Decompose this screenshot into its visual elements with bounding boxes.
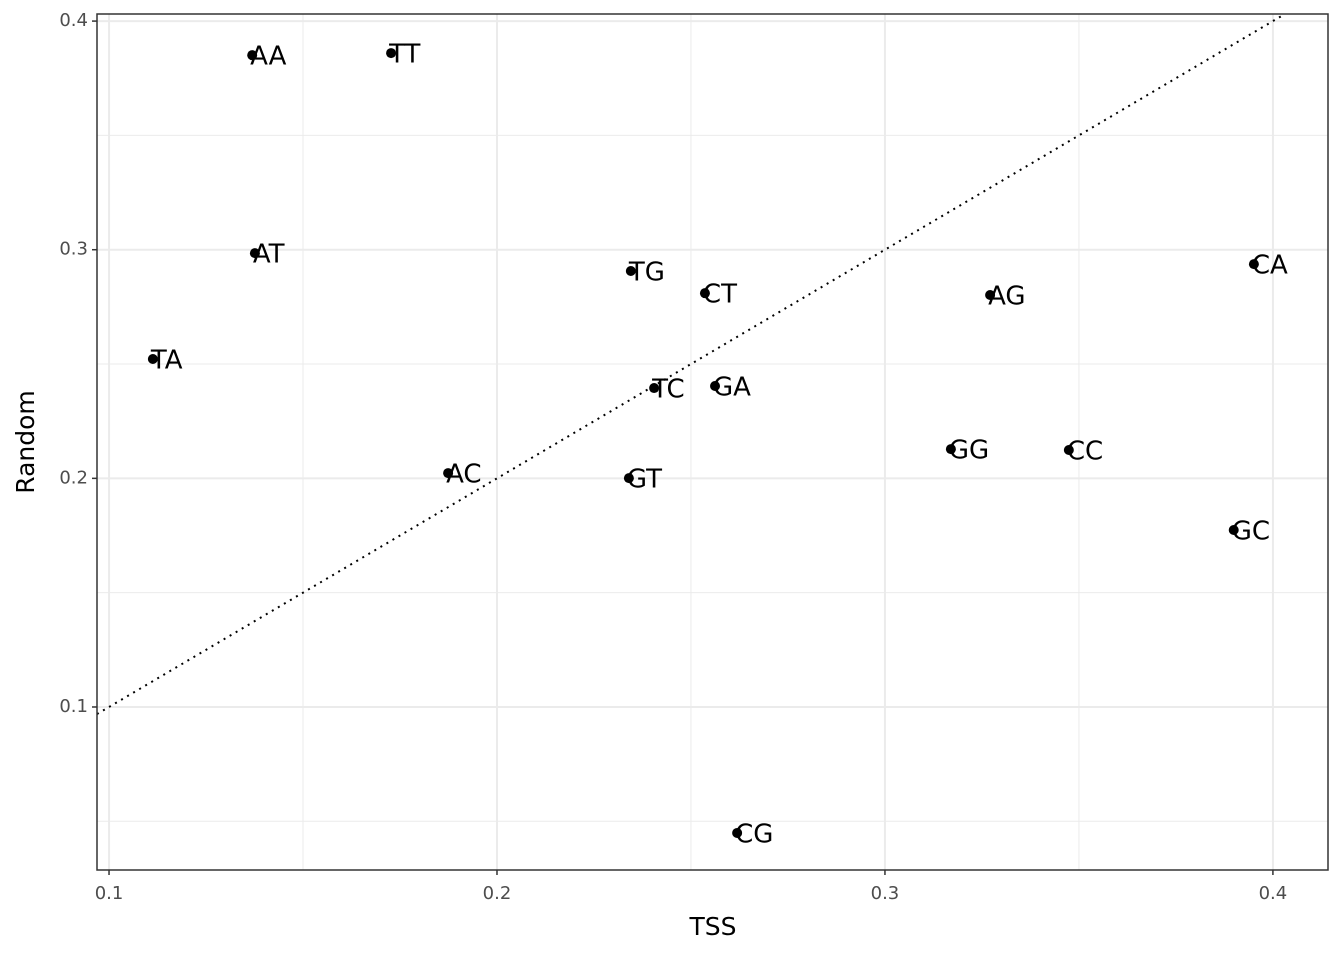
point — [1063, 445, 1074, 456]
point — [147, 354, 158, 365]
point-label: CC — [1067, 437, 1103, 467]
point-label: CG — [735, 819, 773, 849]
x-tick-label: 0.4 — [1259, 883, 1288, 904]
point — [1228, 525, 1239, 536]
point — [386, 48, 397, 59]
point — [249, 248, 260, 259]
x-axis-title: TSS — [688, 912, 736, 941]
y-tick-label: 0.1 — [59, 696, 88, 717]
point-label: GC — [1232, 517, 1270, 547]
identity-line — [96, 13, 1286, 715]
point — [699, 288, 710, 299]
point — [625, 265, 636, 276]
point-label: TA — [150, 346, 183, 376]
point-label: AT — [253, 240, 285, 270]
point-label: GG — [949, 436, 989, 466]
panel-border — [96, 13, 1329, 871]
y-tick-label: 0.2 — [59, 467, 88, 488]
point-label: GA — [713, 372, 751, 402]
point — [443, 468, 454, 479]
point — [649, 383, 660, 394]
point-label: GT — [627, 465, 662, 495]
point-label: CA — [1252, 251, 1288, 281]
point-label: AG — [988, 281, 1025, 311]
x-tick-label: 0.3 — [871, 883, 900, 904]
x-tick-label: 0.2 — [483, 883, 512, 904]
y-axis-title: Random — [11, 390, 40, 494]
point — [710, 380, 721, 391]
point — [732, 827, 743, 838]
point-label: CT — [703, 280, 737, 310]
point-label: AA — [250, 42, 287, 72]
point — [985, 289, 996, 300]
point — [623, 473, 634, 484]
x-tick-label: 0.1 — [95, 883, 124, 904]
point — [1248, 259, 1259, 270]
point-label: TC — [651, 375, 685, 405]
y-tick-label: 0.3 — [59, 239, 88, 260]
point-label: TT — [388, 40, 420, 70]
point-label: TG — [628, 257, 665, 287]
point-label: AC — [446, 460, 481, 490]
y-tick-label: 0.4 — [59, 10, 88, 31]
point — [945, 444, 956, 455]
point — [247, 50, 258, 61]
